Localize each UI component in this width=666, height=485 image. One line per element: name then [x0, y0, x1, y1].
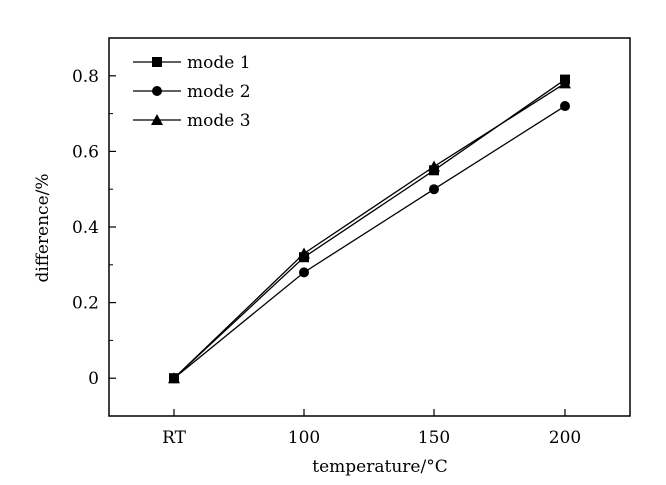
- x-tick-label: 150: [418, 428, 450, 448]
- legend-label: mode 2: [187, 82, 251, 102]
- series-mode-2: [169, 101, 570, 384]
- data-point-mode-2: [299, 267, 309, 278]
- y-tick-label: 0.2: [72, 294, 99, 314]
- x-tick-label: RT: [162, 428, 187, 448]
- data-point-mode-2: [560, 101, 570, 112]
- data-point-mode-3: [559, 77, 571, 89]
- x-tick-label: 100: [288, 428, 320, 448]
- x-axis-label: temperature/°C: [312, 457, 447, 477]
- legend-entry-mode-1: mode 1: [133, 53, 251, 73]
- legend-entry-mode-2: mode 2: [133, 82, 251, 102]
- x-axis-ticks: RT 100 150 200: [162, 409, 581, 448]
- y-axis-ticks: 0 0.2 0.4 0.6 0.8: [72, 67, 116, 389]
- series-layer: [168, 74, 571, 384]
- legend-label: mode 3: [187, 111, 251, 131]
- legend-marker: [151, 114, 163, 125]
- legend: mode 1 mode 2 mode 3: [133, 53, 251, 131]
- y-tick-label: 0.4: [72, 218, 99, 238]
- data-point-mode-2: [429, 184, 439, 195]
- data-point-mode-3: [298, 247, 310, 259]
- series-line-mode-3: [173, 82, 566, 379]
- y-tick-label: 0.6: [72, 142, 99, 162]
- legend-marker: [152, 57, 162, 67]
- data-point-mode-3: [168, 372, 180, 384]
- legend-label: mode 1: [187, 53, 251, 73]
- legend-marker: [152, 86, 162, 96]
- data-point-mode-3: [428, 160, 440, 172]
- y-axis-label: difference/%: [33, 173, 53, 282]
- series-line-mode-2: [173, 105, 566, 379]
- y-tick-label: 0: [88, 369, 99, 389]
- legend-entry-mode-3: mode 3: [133, 111, 251, 131]
- series-mode-3: [168, 77, 571, 384]
- y-tick-label: 0.8: [72, 67, 99, 87]
- x-tick-label: 200: [549, 428, 581, 448]
